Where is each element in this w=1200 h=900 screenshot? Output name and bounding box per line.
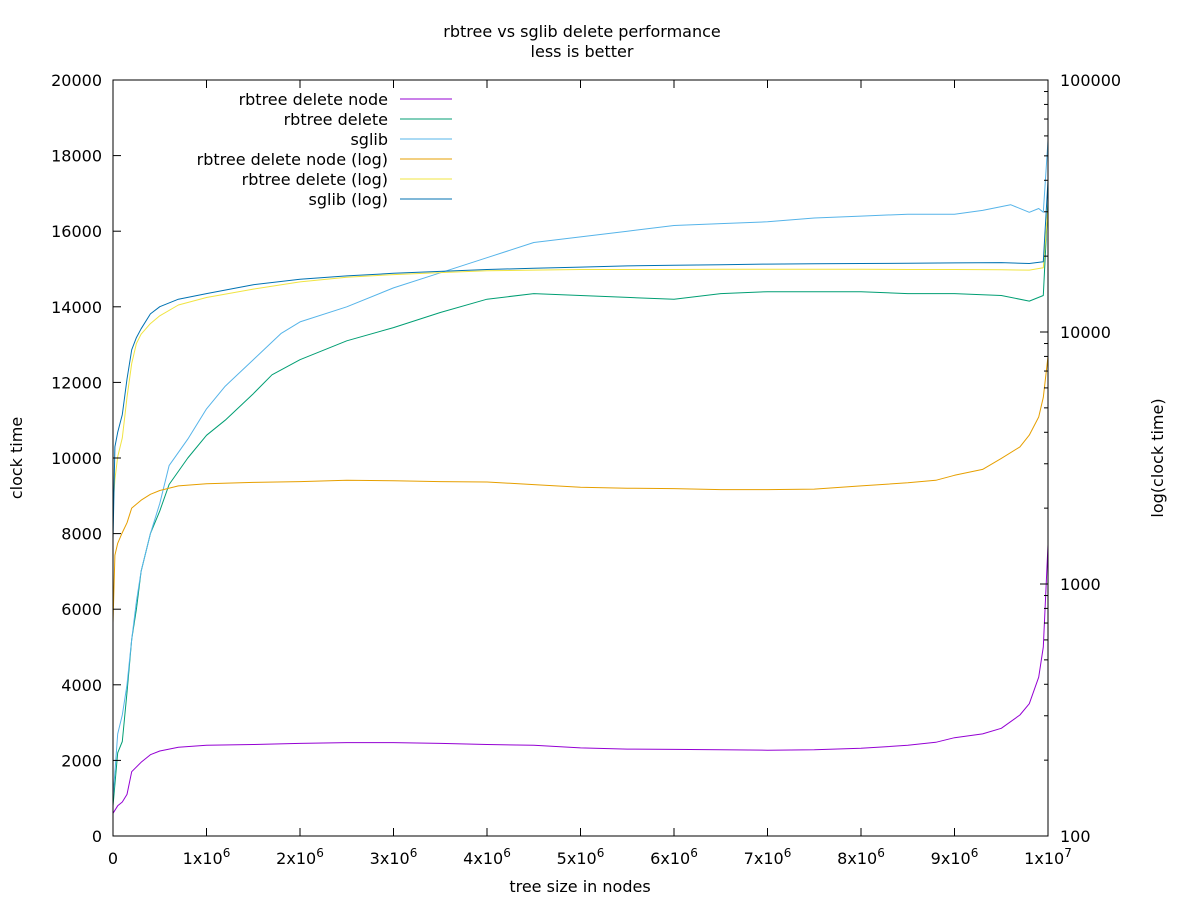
series-layer [112, 140, 1049, 814]
y2-axis-label: log(clock time) [1148, 398, 1167, 517]
series-line-0 [112, 544, 1049, 814]
x-tick-mantissa-6: 6x10 [650, 849, 690, 868]
x-tick-exponent-7: 6 [784, 846, 792, 860]
x-tick-mantissa-3: 3x10 [370, 849, 410, 868]
y-tick-label-6: 12000 [51, 373, 102, 392]
x-axis-label: tree size in nodes [509, 877, 650, 896]
x-tick-mantissa-2: 2x10 [276, 849, 316, 868]
x-tick-mantissa-9: 9x10 [931, 849, 971, 868]
x-tick-exponent-5: 6 [597, 846, 605, 860]
series-line-4 [112, 208, 1049, 509]
legend-label-2: sglib [350, 130, 388, 149]
x-tick-label-7: 7x106 [744, 846, 792, 868]
chart-subtitle: less is better [531, 42, 634, 61]
y-tick-label-3: 6000 [61, 600, 102, 619]
x-tick-exponent-6: 6 [690, 846, 698, 860]
x-tick-exponent-8: 6 [877, 846, 885, 860]
chart-title: rbtree vs sglib delete performance [443, 22, 720, 41]
legend-label-4: rbtree delete (log) [242, 170, 388, 189]
y-axis-ticks: 0 2000 4000 6000 8000 10000 12000 14000 16000 180… [51, 71, 121, 846]
y-tick-label-10: 20000 [51, 71, 102, 90]
y-tick-label-9: 18000 [51, 147, 102, 166]
y-axis-label: clock time [7, 417, 26, 499]
y-tick-label-2: 4000 [61, 676, 102, 695]
series-line-3 [112, 356, 1049, 624]
x-tick-mantissa-8: 8x10 [837, 849, 877, 868]
x-tick-label-1: 1x106 [183, 846, 231, 868]
y2-tick-label-3: 100000 [1060, 71, 1121, 90]
x-tick-mantissa-10: 1x10 [1024, 849, 1064, 868]
y2-tick-label-1: 1000 [1060, 575, 1101, 594]
legend-label-1: rbtree delete [284, 110, 388, 129]
x-tick-label-0: 0 [108, 849, 118, 868]
x-tick-exponent-1: 6 [223, 846, 231, 860]
legend-label-3: rbtree delete node (log) [197, 150, 388, 169]
x-tick-exponent-2: 6 [316, 846, 324, 860]
y-tick-label-5: 10000 [51, 449, 102, 468]
x-tick-exponent-9: 6 [971, 846, 979, 860]
series-line-1 [112, 200, 1049, 806]
x-tick-label-6: 6x106 [650, 846, 698, 868]
y2-tick-label-2: 10000 [1060, 323, 1111, 342]
x-tick-exponent-3: 6 [410, 846, 418, 860]
y-tick-label-7: 14000 [51, 298, 102, 317]
x-tick-mantissa-4: 4x10 [463, 849, 503, 868]
x-tick-exponent-10: 7 [1064, 846, 1072, 860]
x-axis-ticks: 0 1x106 2x106 3x106 4x106 5x106 6x106 7x106 8x10… [108, 80, 1072, 868]
y-tick-label-8: 16000 [51, 222, 102, 241]
y-tick-label-4: 8000 [61, 525, 102, 544]
y-tick-label-1: 2000 [61, 751, 102, 770]
x-tick-mantissa-5: 5x10 [557, 849, 597, 868]
y2-axis-ticks: 100 1000 10000 100000 [1040, 71, 1121, 846]
series-line-5 [112, 180, 1049, 540]
x-tick-label-3: 3x106 [370, 846, 418, 868]
x-tick-label-10: 1x107 [1024, 846, 1072, 868]
y-tick-label-0: 0 [92, 827, 102, 846]
x-tick-label-8: 8x106 [837, 846, 885, 868]
x-tick-label-9: 9x106 [931, 846, 979, 868]
x-tick-mantissa-1: 1x10 [183, 849, 223, 868]
x-tick-label-2: 2x106 [276, 846, 324, 868]
plot-frame [112, 79, 1049, 837]
x-tick-label-5: 5x106 [557, 846, 605, 868]
legend-label-0: rbtree delete node [239, 90, 388, 109]
legend-label-5: sglib (log) [309, 190, 389, 209]
series-line-2 [112, 140, 1049, 799]
x-tick-label-4: 4x106 [463, 846, 511, 868]
y2-tick-label-0: 100 [1060, 827, 1091, 846]
x-tick-mantissa-7: 7x10 [744, 849, 784, 868]
x-tick-mantissa-0: 0 [108, 849, 118, 868]
x-tick-exponent-4: 6 [503, 846, 511, 860]
